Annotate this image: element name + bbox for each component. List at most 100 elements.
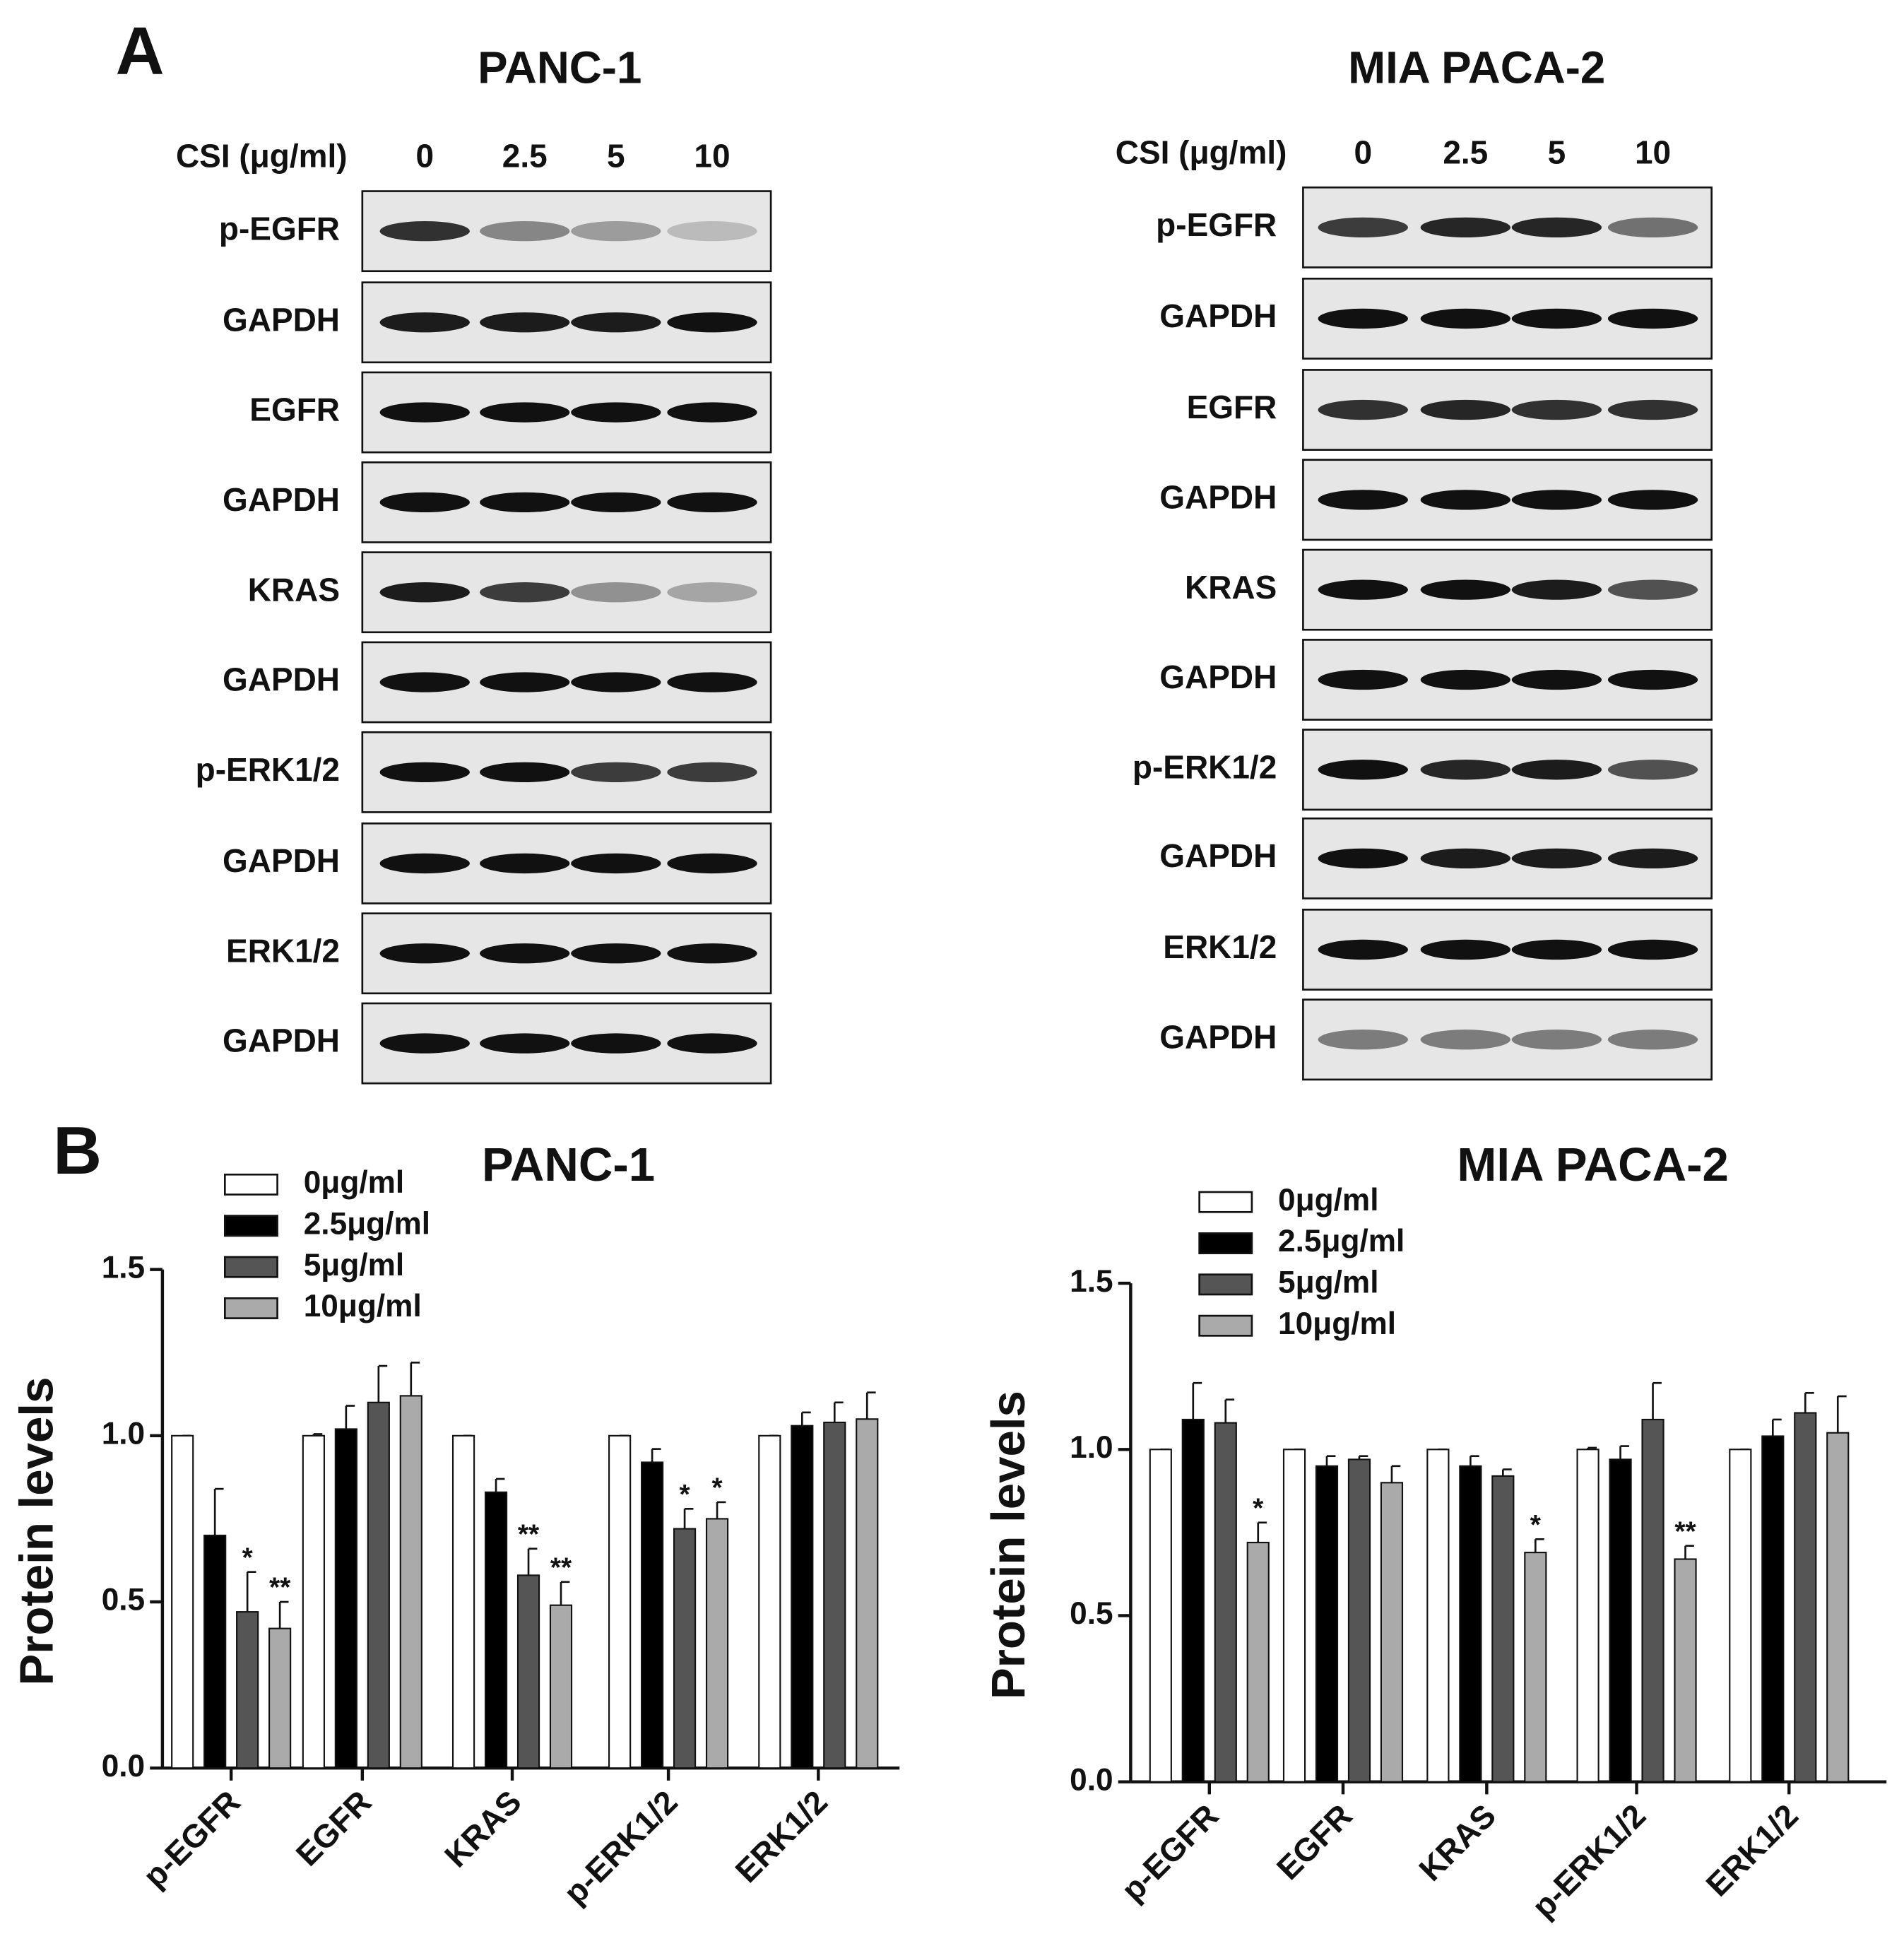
band bbox=[1420, 399, 1510, 420]
row-label: GAPDH bbox=[223, 481, 340, 518]
band bbox=[379, 853, 470, 874]
band bbox=[1511, 760, 1602, 780]
y-tick-label: 1.5 bbox=[102, 1250, 145, 1285]
band bbox=[379, 943, 470, 964]
band bbox=[480, 312, 570, 333]
dose-label: CSI (μg/ml) bbox=[1116, 134, 1287, 170]
row-label: GAPDH bbox=[1159, 297, 1277, 334]
band bbox=[1607, 669, 1698, 690]
bar bbox=[302, 1434, 325, 1769]
y-tick-label: 0.0 bbox=[102, 1749, 145, 1783]
bar bbox=[1282, 1449, 1306, 1783]
band bbox=[571, 762, 661, 782]
row-label: EGFR bbox=[249, 391, 340, 428]
row-label: p-EGFR bbox=[1156, 206, 1277, 243]
dose: 10 bbox=[694, 138, 730, 175]
dose: 0 bbox=[1354, 134, 1372, 170]
band bbox=[1511, 848, 1602, 869]
band bbox=[1607, 399, 1698, 420]
bar bbox=[823, 1421, 846, 1769]
bar bbox=[1380, 1482, 1404, 1783]
significance: ** bbox=[1674, 1516, 1696, 1547]
row-label: GAPDH bbox=[1159, 478, 1277, 515]
bar bbox=[236, 1611, 259, 1769]
row-label: GAPDH bbox=[1159, 1018, 1277, 1055]
x-tick-label: p-ERK1/2 bbox=[557, 1783, 685, 1911]
bar bbox=[1826, 1432, 1850, 1783]
band bbox=[379, 492, 470, 513]
row-label: GAPDH bbox=[1159, 659, 1277, 695]
band bbox=[1318, 939, 1408, 960]
significance: * bbox=[711, 1473, 723, 1504]
x-tick-label: ERK1/2 bbox=[1698, 1797, 1805, 1904]
panel-label: A bbox=[116, 14, 165, 89]
bar bbox=[1674, 1558, 1697, 1783]
bar bbox=[1459, 1465, 1482, 1783]
legend-swatch bbox=[223, 1297, 278, 1319]
band bbox=[379, 402, 470, 423]
row-label: GAPDH bbox=[223, 842, 340, 879]
bar bbox=[1524, 1552, 1547, 1783]
legend-swatch bbox=[223, 1173, 278, 1196]
bar bbox=[1214, 1422, 1237, 1783]
band bbox=[571, 402, 661, 423]
bar bbox=[1576, 1449, 1600, 1783]
row-label: p-ERK1/2 bbox=[1133, 748, 1277, 785]
band bbox=[667, 582, 757, 603]
band bbox=[379, 312, 470, 333]
dose: 10 bbox=[1635, 134, 1671, 170]
x-tick-label: ERK1/2 bbox=[728, 1783, 834, 1890]
band bbox=[1511, 399, 1602, 420]
dose: 2.5 bbox=[1443, 134, 1488, 170]
panel-label: B bbox=[53, 1114, 102, 1189]
band bbox=[667, 762, 757, 782]
y-tick-label: 0.0 bbox=[1070, 1762, 1113, 1797]
bar bbox=[334, 1428, 357, 1769]
band bbox=[1607, 579, 1698, 600]
dose: 5 bbox=[607, 138, 625, 175]
band bbox=[1607, 1030, 1698, 1050]
legend-swatch bbox=[1198, 1314, 1253, 1337]
band bbox=[379, 672, 470, 692]
band bbox=[1318, 1030, 1408, 1050]
bar bbox=[1609, 1458, 1632, 1783]
band bbox=[480, 1033, 570, 1054]
y-axis-label: Protein levels bbox=[10, 1377, 63, 1686]
band bbox=[480, 492, 570, 513]
dose: 2.5 bbox=[502, 138, 548, 175]
bar bbox=[1181, 1418, 1205, 1783]
band bbox=[1420, 848, 1510, 869]
band bbox=[480, 853, 570, 874]
band bbox=[1318, 760, 1408, 780]
band bbox=[379, 220, 470, 242]
band bbox=[480, 762, 570, 782]
band bbox=[1318, 308, 1408, 329]
band bbox=[1318, 399, 1408, 420]
legend-label: 10μg/ml bbox=[304, 1289, 422, 1323]
band bbox=[1420, 1030, 1510, 1050]
legend-label: 10μg/ml bbox=[1278, 1307, 1396, 1341]
bar bbox=[1347, 1458, 1371, 1783]
bar bbox=[1729, 1449, 1752, 1783]
x-tick-label: KRAS bbox=[437, 1783, 528, 1875]
bar bbox=[791, 1425, 814, 1769]
significance: ** bbox=[550, 1552, 572, 1583]
bar bbox=[1149, 1449, 1172, 1783]
band bbox=[571, 220, 661, 242]
significance: ** bbox=[269, 1573, 291, 1603]
y-tick-label: 1.0 bbox=[1070, 1430, 1113, 1465]
band bbox=[667, 220, 757, 242]
band bbox=[1420, 490, 1510, 510]
legend-label: 5μg/ml bbox=[1278, 1266, 1378, 1300]
x-tick-label: p-EGFR bbox=[1114, 1797, 1226, 1909]
bar bbox=[367, 1401, 390, 1769]
row-label: GAPDH bbox=[1159, 837, 1277, 874]
band bbox=[1607, 848, 1698, 869]
band bbox=[1318, 217, 1408, 237]
x-tick-label: KRAS bbox=[1412, 1797, 1503, 1888]
x-tick-label: EGFR bbox=[1270, 1797, 1359, 1887]
row-label: EGFR bbox=[1187, 389, 1277, 425]
band bbox=[379, 582, 470, 603]
row-label: GAPDH bbox=[223, 301, 340, 338]
y-axis-label: Protein levels bbox=[982, 1391, 1035, 1699]
